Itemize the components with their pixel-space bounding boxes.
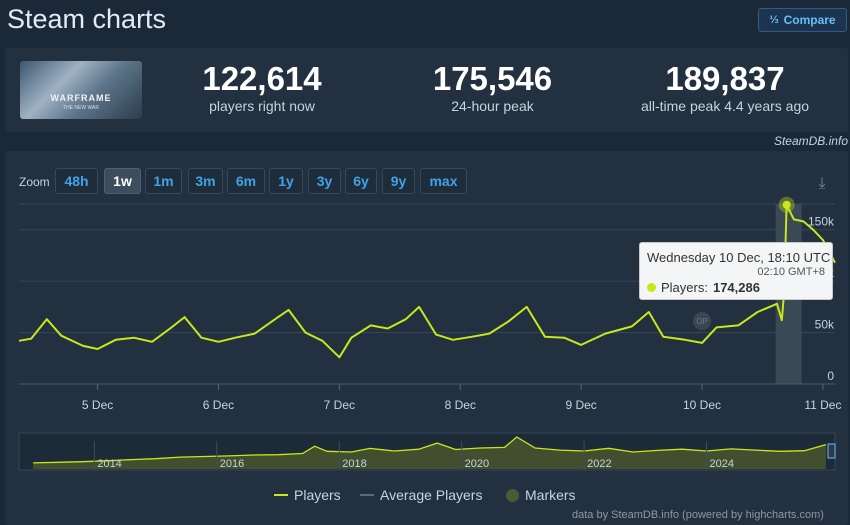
navigator-area — [33, 437, 826, 469]
tooltip-series-label: Players: — [661, 280, 708, 295]
compare-label: Compare — [783, 13, 836, 27]
steamdb-credit-link[interactable]: SteamDB.info — [773, 134, 848, 148]
navigator-year-label: 2024 — [710, 458, 734, 470]
hover-point — [782, 200, 791, 209]
chart-tooltip: Wednesday 10 Dec, 18:10 UTC 02:10 GMT+8 … — [639, 242, 833, 300]
x-tick-label: 11 Dec — [804, 398, 841, 412]
game-logo-text: WARFRAME — [50, 93, 112, 103]
tooltip-value: 174,286 — [712, 280, 760, 295]
navigator-year-label: 2014 — [97, 458, 121, 470]
navigator-handle — [827, 443, 836, 459]
x-tick-label: 8 Dec — [445, 398, 476, 412]
zoom-button-6m[interactable]: 6m — [227, 168, 265, 194]
stats-panel: WARFRAME THE NEW WAR 122,614 players rig… — [5, 48, 848, 132]
legend-label: Players — [294, 487, 341, 503]
y-tick-label: 150k — [808, 215, 835, 229]
zoom-button-6y[interactable]: 6y — [345, 168, 377, 194]
compare-button[interactable]: ⅓ Compare — [758, 8, 847, 32]
legend-average-players[interactable]: Average Players — [360, 487, 482, 503]
legend-markers[interactable]: Markers — [506, 487, 576, 503]
navigator-year-label: 2016 — [220, 458, 244, 470]
tooltip-series: Players: 174,286 — [647, 280, 760, 295]
stat-label: players right now — [209, 98, 315, 114]
game-thumbnail[interactable]: WARFRAME THE NEW WAR — [20, 61, 142, 119]
stat-value: 189,837 — [665, 60, 785, 97]
marker-swatch-icon — [506, 488, 519, 502]
stat-24h-peak: 175,546 24-hour peak — [405, 60, 580, 115]
game-logo-subtitle: THE NEW WAR — [63, 105, 99, 111]
x-tick-label: 5 Dec — [82, 398, 113, 412]
zoom-button-3y[interactable]: 3y — [308, 168, 341, 194]
download-icon[interactable]: ⤓ — [818, 175, 826, 192]
stat-current-players: 122,614 players right now — [177, 60, 347, 115]
zoom-button-48h[interactable]: 48h — [55, 168, 98, 194]
marker-label: OP — [696, 317, 708, 326]
marker-circle — [693, 312, 712, 330]
zoom-button-9y[interactable]: 9y — [382, 168, 415, 194]
x-tick-label: 10 Dec — [683, 398, 721, 412]
zoom-button-max[interactable]: max — [420, 168, 467, 194]
navigator-line — [33, 436, 827, 464]
stat-value: 175,546 — [432, 60, 553, 97]
series-dot-icon — [647, 283, 656, 292]
stat-value: 122,614 — [202, 60, 322, 97]
x-tick-label: 7 Dec — [324, 398, 355, 412]
line-swatch-icon — [274, 494, 288, 496]
chart-credit: data by SteamDB.info (powered by highcha… — [572, 509, 824, 521]
line-swatch-icon — [360, 494, 374, 496]
tooltip-local-time: 02:10 GMT+8 — [757, 266, 825, 278]
navigator-year-label: 2018 — [342, 458, 366, 470]
navigator-year-label: 2022 — [587, 458, 611, 470]
x-tick-label: 9 Dec — [565, 398, 596, 412]
stat-label: 24-hour peak — [451, 98, 534, 114]
players-series-line — [18, 204, 836, 359]
compare-icon: ⅓ — [769, 14, 779, 26]
zoom-button-1w[interactable]: 1w — [104, 168, 141, 194]
zoom-button-1m[interactable]: 1m — [145, 168, 182, 194]
tooltip-date: Wednesday 10 Dec, 18:10 UTC — [647, 250, 831, 265]
legend-label: Average Players — [380, 487, 483, 503]
y-tick-label: 50k — [815, 318, 835, 332]
stat-label: all-time peak 4.4 years ago — [640, 98, 810, 114]
zoom-button-3m[interactable]: 3m — [188, 168, 223, 194]
stat-all-time-peak: 189,837 all-time peak 4.4 years ago — [635, 60, 815, 115]
y-tick-label: 0 — [827, 369, 834, 383]
legend-label: Markers — [525, 487, 576, 503]
zoom-label: Zoom — [19, 175, 50, 189]
navigator-year-label: 2020 — [465, 458, 489, 470]
x-tick-label: 6 Dec — [203, 398, 234, 412]
page-title: Steam charts — [7, 4, 167, 34]
legend-players[interactable]: Players — [274, 487, 341, 503]
zoom-button-1y[interactable]: 1y — [269, 168, 303, 194]
